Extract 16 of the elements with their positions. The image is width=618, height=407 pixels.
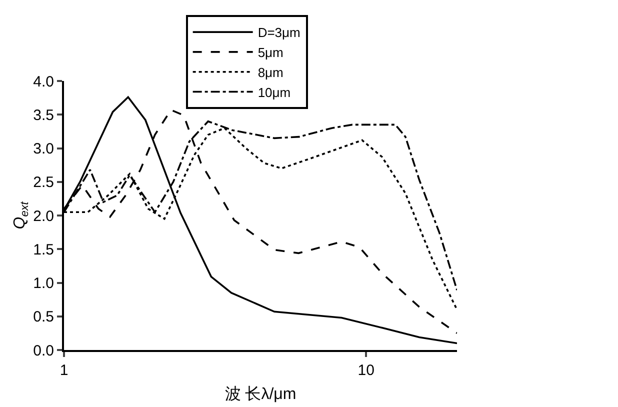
y-tick-label: 3.5 xyxy=(33,106,54,124)
y-tick-label: 3.0 xyxy=(33,140,54,158)
y-tick-label: 1.0 xyxy=(33,275,54,292)
legend-label: 5μm xyxy=(258,45,284,60)
x-tick-label: 10 xyxy=(358,362,374,379)
y-tick-label: 4.0 xyxy=(33,73,54,90)
y-tick-label: 0.0 xyxy=(33,342,54,360)
legend-label: 8μm xyxy=(258,64,284,80)
y-tick-label: 2.5 xyxy=(33,174,54,192)
y-tick-label: 0.5 xyxy=(33,308,54,326)
legend-label: D=3μm xyxy=(258,25,300,40)
x-axis-title: 波 长λ/μm xyxy=(224,385,296,404)
legend-label: 10μm xyxy=(258,84,291,100)
x-tick-label: 1 xyxy=(60,362,68,379)
y-tick-label: 1.5 xyxy=(33,241,54,258)
y-tick-label: 2.0 xyxy=(33,208,54,225)
